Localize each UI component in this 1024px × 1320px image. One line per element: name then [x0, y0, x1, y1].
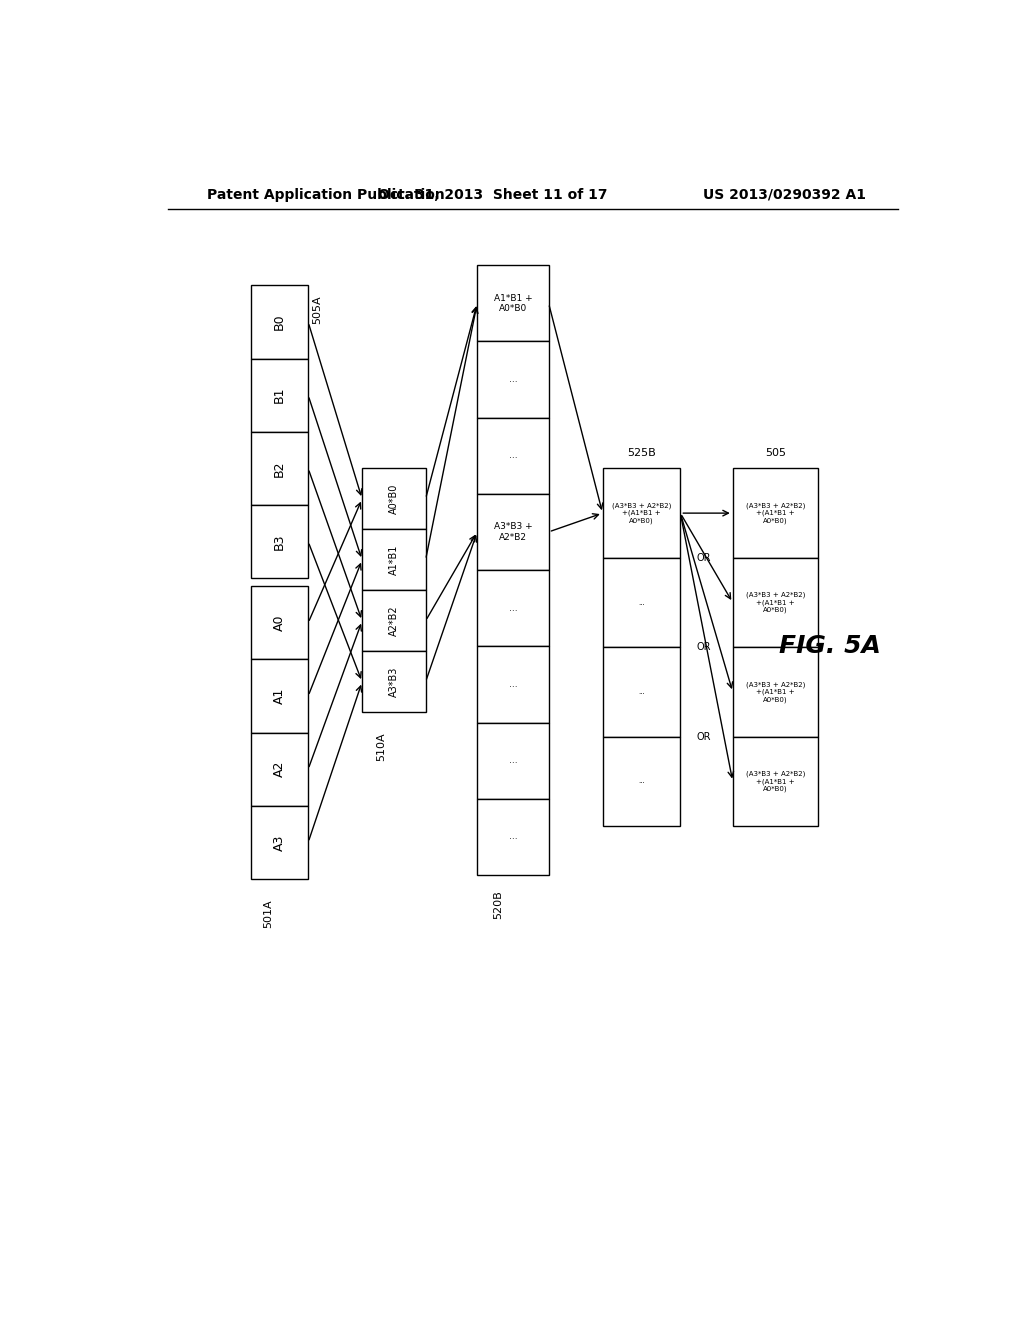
Bar	[602, 737, 680, 826]
Text: ...: ...	[509, 756, 517, 766]
Text: OR: OR	[696, 643, 711, 652]
Text: A2*B2: A2*B2	[389, 606, 399, 636]
Text: A0: A0	[273, 615, 286, 631]
Bar	[477, 417, 549, 494]
Text: ...: ...	[638, 689, 645, 696]
Bar	[602, 469, 680, 558]
Text: ...: ...	[638, 599, 645, 606]
Bar	[251, 506, 308, 578]
Bar	[733, 469, 818, 558]
Text: A1*B1: A1*B1	[389, 545, 399, 576]
Text: 525B: 525B	[627, 449, 655, 458]
Bar	[477, 570, 549, 647]
Text: (A3*B3 + A2*B2)
+(A1*B1 +
A0*B0): (A3*B3 + A2*B2) +(A1*B1 + A0*B0)	[745, 681, 805, 702]
Bar	[733, 737, 818, 826]
Text: 520B: 520B	[494, 890, 504, 919]
Bar	[477, 265, 549, 342]
Text: ...: ...	[509, 833, 517, 841]
Text: B3: B3	[273, 533, 286, 550]
Text: ...: ...	[509, 680, 517, 689]
Bar	[477, 722, 549, 799]
Bar	[362, 651, 426, 713]
Text: A3*B3: A3*B3	[389, 667, 399, 697]
Text: B2: B2	[273, 461, 286, 477]
Bar	[251, 432, 308, 506]
Text: US 2013/0290392 A1: US 2013/0290392 A1	[703, 187, 866, 202]
Bar	[477, 799, 549, 875]
Text: OR: OR	[696, 731, 711, 742]
Text: A2: A2	[273, 762, 286, 777]
Text: (A3*B3 + A2*B2)
+(A1*B1 +
A0*B0): (A3*B3 + A2*B2) +(A1*B1 + A0*B0)	[611, 503, 671, 524]
Text: (A3*B3 + A2*B2)
+(A1*B1 +
A0*B0): (A3*B3 + A2*B2) +(A1*B1 + A0*B0)	[745, 771, 805, 792]
Text: FIG. 5A: FIG. 5A	[779, 635, 882, 659]
Bar	[477, 494, 549, 570]
Text: A1: A1	[273, 688, 286, 705]
Text: 501A: 501A	[263, 899, 273, 928]
Bar	[602, 558, 680, 647]
Text: (A3*B3 + A2*B2)
+(A1*B1 +
A0*B0): (A3*B3 + A2*B2) +(A1*B1 + A0*B0)	[745, 591, 805, 614]
Text: (A3*B3 + A2*B2)
+(A1*B1 +
A0*B0): (A3*B3 + A2*B2) +(A1*B1 + A0*B0)	[745, 503, 805, 524]
Bar	[362, 590, 426, 651]
Bar	[362, 529, 426, 590]
Text: Oct. 31, 2013  Sheet 11 of 17: Oct. 31, 2013 Sheet 11 of 17	[378, 187, 608, 202]
Text: B1: B1	[273, 387, 286, 404]
Bar	[362, 469, 426, 529]
Text: A3*B3 +
A2*B2: A3*B3 + A2*B2	[494, 523, 532, 541]
Bar	[477, 342, 549, 417]
Text: 510A: 510A	[376, 733, 386, 762]
Text: OR: OR	[696, 553, 711, 562]
Text: 505A: 505A	[312, 296, 323, 325]
Text: 505: 505	[765, 449, 786, 458]
Text: Patent Application Publication: Patent Application Publication	[207, 187, 445, 202]
Text: ...: ...	[638, 779, 645, 784]
Bar	[251, 660, 308, 733]
Text: A3: A3	[273, 834, 286, 850]
Text: A0*B0: A0*B0	[389, 483, 399, 513]
Text: ...: ...	[509, 603, 517, 612]
Bar	[733, 558, 818, 647]
Bar	[251, 586, 308, 660]
Bar	[251, 733, 308, 805]
Bar	[477, 647, 549, 722]
Text: ...: ...	[509, 375, 517, 384]
Bar	[251, 805, 308, 879]
Text: ...: ...	[509, 451, 517, 461]
Bar	[602, 647, 680, 737]
Text: B0: B0	[273, 314, 286, 330]
Text: A1*B1 +
A0*B0: A1*B1 + A0*B0	[494, 293, 532, 313]
Bar	[251, 359, 308, 432]
Bar	[733, 647, 818, 737]
Bar	[251, 285, 308, 359]
